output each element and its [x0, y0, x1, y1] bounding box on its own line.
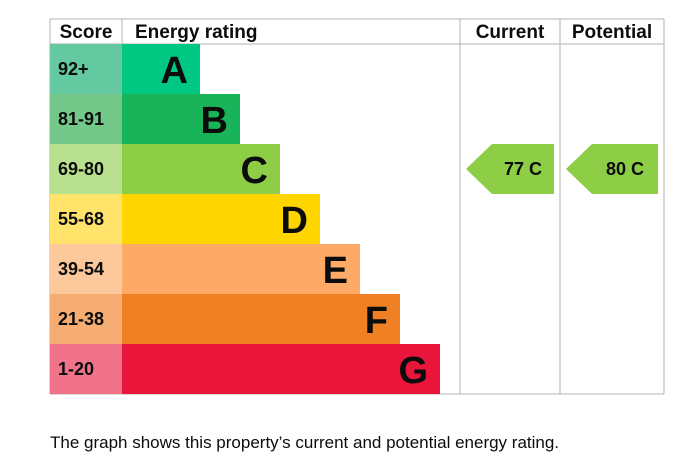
score-range-g: 1-20 — [58, 359, 94, 379]
chart-caption: The graph shows this property’s current … — [50, 433, 560, 452]
score-range-d: 55-68 — [58, 209, 104, 229]
current-rating-arrow — [466, 144, 554, 194]
header-score: Score — [60, 22, 113, 43]
column-headers: Score Energy rating Current Potential — [60, 22, 653, 43]
score-cell-c — [50, 144, 122, 194]
rating-bands: 92+ A 81-91 B 69-80 C 55-68 D 39-54 E 21-38 F 1-20 G — [50, 44, 440, 394]
score-cell-g — [50, 344, 122, 394]
band-bar-f — [122, 294, 400, 344]
band-bar-e — [122, 244, 360, 294]
band-letter-f: F — [365, 300, 388, 342]
energy-rating-chart: Score Energy rating Current Potential 92+ A 8… — [49, 18, 665, 395]
band-bar-a — [122, 44, 200, 94]
score-cell-e — [50, 244, 122, 294]
score-range-f: 21-38 — [58, 309, 104, 329]
band-letter-b: B — [201, 100, 228, 142]
potential-rating-label: 80 C — [606, 159, 644, 179]
score-range-c: 69-80 — [58, 159, 104, 179]
band-bar-d — [122, 194, 320, 244]
current-rating-label: 77 C — [504, 159, 542, 179]
header-current: Current — [476, 22, 545, 43]
band-letter-d: D — [281, 200, 308, 242]
score-range-e: 39-54 — [58, 259, 104, 279]
score-cell-b — [50, 94, 122, 144]
band-bar-c — [122, 144, 280, 194]
score-range-a: 92+ — [58, 59, 89, 79]
band-bar-b — [122, 94, 240, 144]
potential-rating-arrow — [566, 144, 658, 194]
rating-arrows: 77 C 80 C — [466, 144, 658, 194]
band-bar-g — [122, 344, 440, 394]
band-letter-a: A — [161, 50, 188, 92]
band-letter-g: G — [398, 350, 428, 392]
score-cell-f — [50, 294, 122, 344]
score-cell-a — [50, 44, 122, 94]
header-potential: Potential — [572, 22, 652, 43]
score-cell-d — [50, 194, 122, 244]
score-range-b: 81-91 — [58, 109, 104, 129]
band-letter-c: C — [241, 150, 268, 192]
header-energy-rating: Energy rating — [135, 22, 257, 43]
band-letter-e: E — [323, 250, 348, 292]
